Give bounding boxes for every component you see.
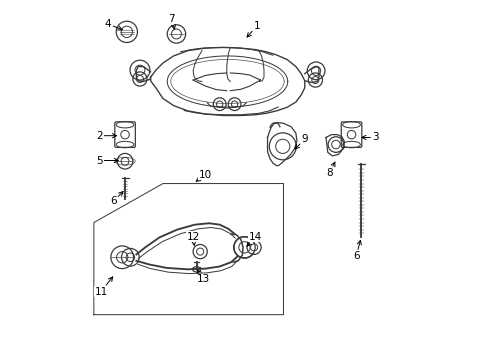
- Text: 4: 4: [104, 19, 122, 30]
- Text: 2: 2: [96, 131, 116, 141]
- Text: 1: 1: [246, 21, 260, 37]
- Text: 11: 11: [94, 277, 112, 297]
- Text: 3: 3: [361, 132, 378, 143]
- Text: 7: 7: [168, 14, 175, 29]
- Text: 14: 14: [246, 232, 261, 246]
- Text: 6: 6: [110, 192, 123, 206]
- Text: 8: 8: [325, 162, 334, 178]
- Text: 13: 13: [197, 270, 210, 284]
- Text: 10: 10: [196, 170, 212, 181]
- Text: 9: 9: [294, 134, 307, 149]
- Text: 12: 12: [186, 232, 199, 245]
- Text: 6: 6: [352, 240, 361, 261]
- Text: 5: 5: [96, 156, 118, 166]
